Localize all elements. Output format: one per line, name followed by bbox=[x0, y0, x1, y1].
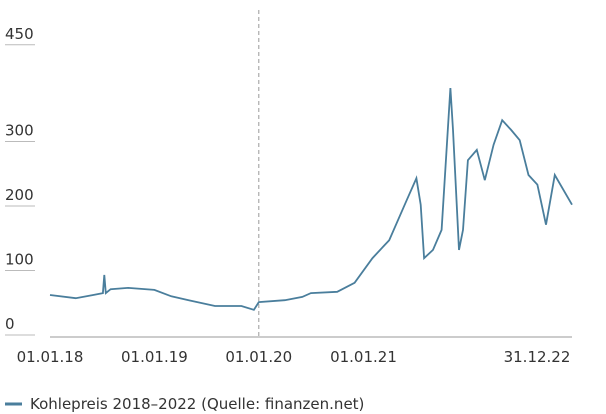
y-tick-label: 100 bbox=[5, 251, 34, 269]
series-line bbox=[49, 87, 573, 311]
x-tick-label: 01.01.21 bbox=[330, 348, 397, 366]
legend-label: Kohlepreis 2018–2022 (Quelle: finanzen.n… bbox=[30, 395, 364, 413]
y-tick-label: 200 bbox=[5, 186, 34, 204]
x-tick-label: 01.01.20 bbox=[225, 348, 292, 366]
y-tick-label: 0 bbox=[5, 315, 15, 333]
x-tick-label: 01.01.18 bbox=[17, 348, 84, 366]
x-tick-label: 01.01.19 bbox=[121, 348, 188, 366]
y-tick-label: 300 bbox=[5, 122, 34, 140]
x-tick-label: 31.12.22 bbox=[504, 348, 571, 366]
y-tick-label: 450 bbox=[5, 25, 34, 43]
